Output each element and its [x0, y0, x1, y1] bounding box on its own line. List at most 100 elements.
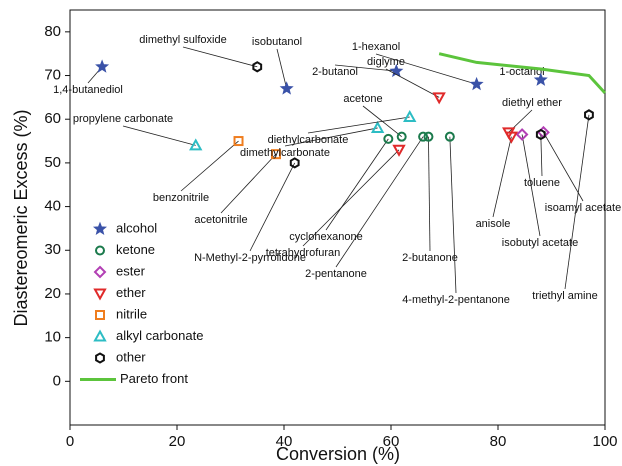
leader-line [325, 138, 389, 231]
point-label: propylene carbonate [73, 113, 173, 125]
leader-line [335, 136, 424, 268]
point [383, 133, 394, 144]
leader-line [375, 53, 477, 85]
point [396, 131, 407, 142]
point-label: diethylcarbonate [268, 134, 349, 146]
y-tick-label: 70 [44, 66, 61, 83]
leader-line [543, 132, 584, 202]
point [423, 131, 434, 142]
point-label: isobutanol [252, 36, 302, 48]
leader-line [521, 134, 541, 237]
point [515, 128, 529, 141]
leader-line [122, 125, 196, 146]
leader-line [220, 153, 277, 214]
leader-line [307, 116, 410, 134]
leader-line [180, 140, 239, 192]
legend-label: alkyl carbonate [116, 328, 203, 343]
point-label: acetone [343, 93, 382, 105]
leader-line [334, 64, 397, 72]
point-label: 2-butanol [312, 66, 358, 78]
point [233, 136, 244, 147]
plot-frame [69, 9, 606, 426]
point-label: N-Methyl-2-pyrrolidone [194, 252, 306, 264]
x-axis-label: Conversion (%) [276, 444, 400, 464]
y-tick-label: 10 [44, 329, 61, 346]
legend-swatch [95, 310, 105, 320]
legend-swatch [93, 329, 107, 342]
point-label: triethyl amine [532, 290, 597, 302]
x-tick-label: 0 [66, 433, 74, 450]
point-label: isobutyl acetate [502, 237, 578, 249]
leader-line [385, 68, 440, 98]
point-label: diethyl ether [502, 97, 562, 109]
point [444, 131, 455, 142]
x-tick-label: 80 [490, 433, 507, 450]
y-tick-label: 0 [53, 372, 61, 389]
leader-line [182, 46, 258, 68]
point-label: isoamyl acetate [545, 202, 621, 214]
point-label: acetonitrile [194, 214, 247, 226]
y-axis-label: Diastereomeric Excess (%) [11, 109, 31, 326]
point-label: 2-butanone [402, 252, 458, 264]
legend-swatch [93, 288, 107, 301]
y-tick-label: 50 [44, 154, 61, 171]
x-tick-label: 20 [169, 433, 186, 450]
point-label: benzonitrile [153, 192, 209, 204]
point [432, 92, 446, 105]
point [418, 131, 429, 142]
point-label: cyclohexanone [289, 231, 362, 243]
leader-line [449, 136, 457, 294]
legend-swatch [95, 245, 105, 256]
point [389, 63, 404, 78]
point-label: 2-pentanone [305, 268, 367, 280]
leader-line [540, 134, 543, 177]
leader-line [276, 48, 288, 89]
legend-label: alcohol [116, 220, 157, 235]
point [584, 109, 594, 121]
legend-label: Pareto front [120, 371, 188, 386]
point [403, 109, 417, 123]
legend-swatch [92, 221, 108, 235]
y-tick-label: 40 [44, 198, 61, 215]
point [535, 128, 546, 141]
point-label: 1,4-butanediol [53, 84, 123, 96]
legend-label: other [116, 349, 146, 364]
point-label: tetrahydrofuran [266, 247, 341, 259]
leader-line [284, 127, 378, 147]
point [270, 149, 281, 160]
legend-swatch [95, 352, 105, 364]
point [252, 61, 263, 73]
leader-line [302, 149, 400, 247]
legend-swatch [93, 265, 107, 279]
point-label: 4-methyl-2-pentanone [402, 294, 510, 306]
point-label: diglyme [367, 56, 405, 68]
legend-label: ether [116, 285, 146, 300]
pareto-line [438, 52, 607, 95]
point [370, 120, 385, 133]
leader-line [564, 114, 590, 290]
point [469, 76, 484, 91]
point-label: 1-hexanol [352, 41, 400, 53]
point-label: anisole [476, 218, 511, 230]
point-label: dimethyl sulfoxide [139, 34, 226, 46]
legend-label: ketone [116, 242, 155, 257]
point-label: toluene [524, 177, 560, 189]
point [392, 144, 406, 157]
y-tick-label: 20 [44, 285, 61, 302]
point [279, 81, 294, 95]
point [189, 138, 203, 151]
point-label: dimethylcarbonate [240, 147, 330, 159]
y-tick-label: 60 [44, 110, 61, 127]
point [533, 72, 548, 86]
point [504, 131, 519, 144]
x-tick-label: 60 [383, 433, 400, 450]
leader-line [249, 162, 296, 252]
legend-label: nitrile [116, 306, 147, 321]
x-tick-label: 40 [276, 433, 293, 450]
legend-label: ester [116, 263, 146, 278]
y-tick-label: 80 [44, 23, 61, 40]
point [289, 157, 300, 169]
leader-line [428, 136, 431, 252]
y-tick-label: 30 [44, 241, 61, 258]
